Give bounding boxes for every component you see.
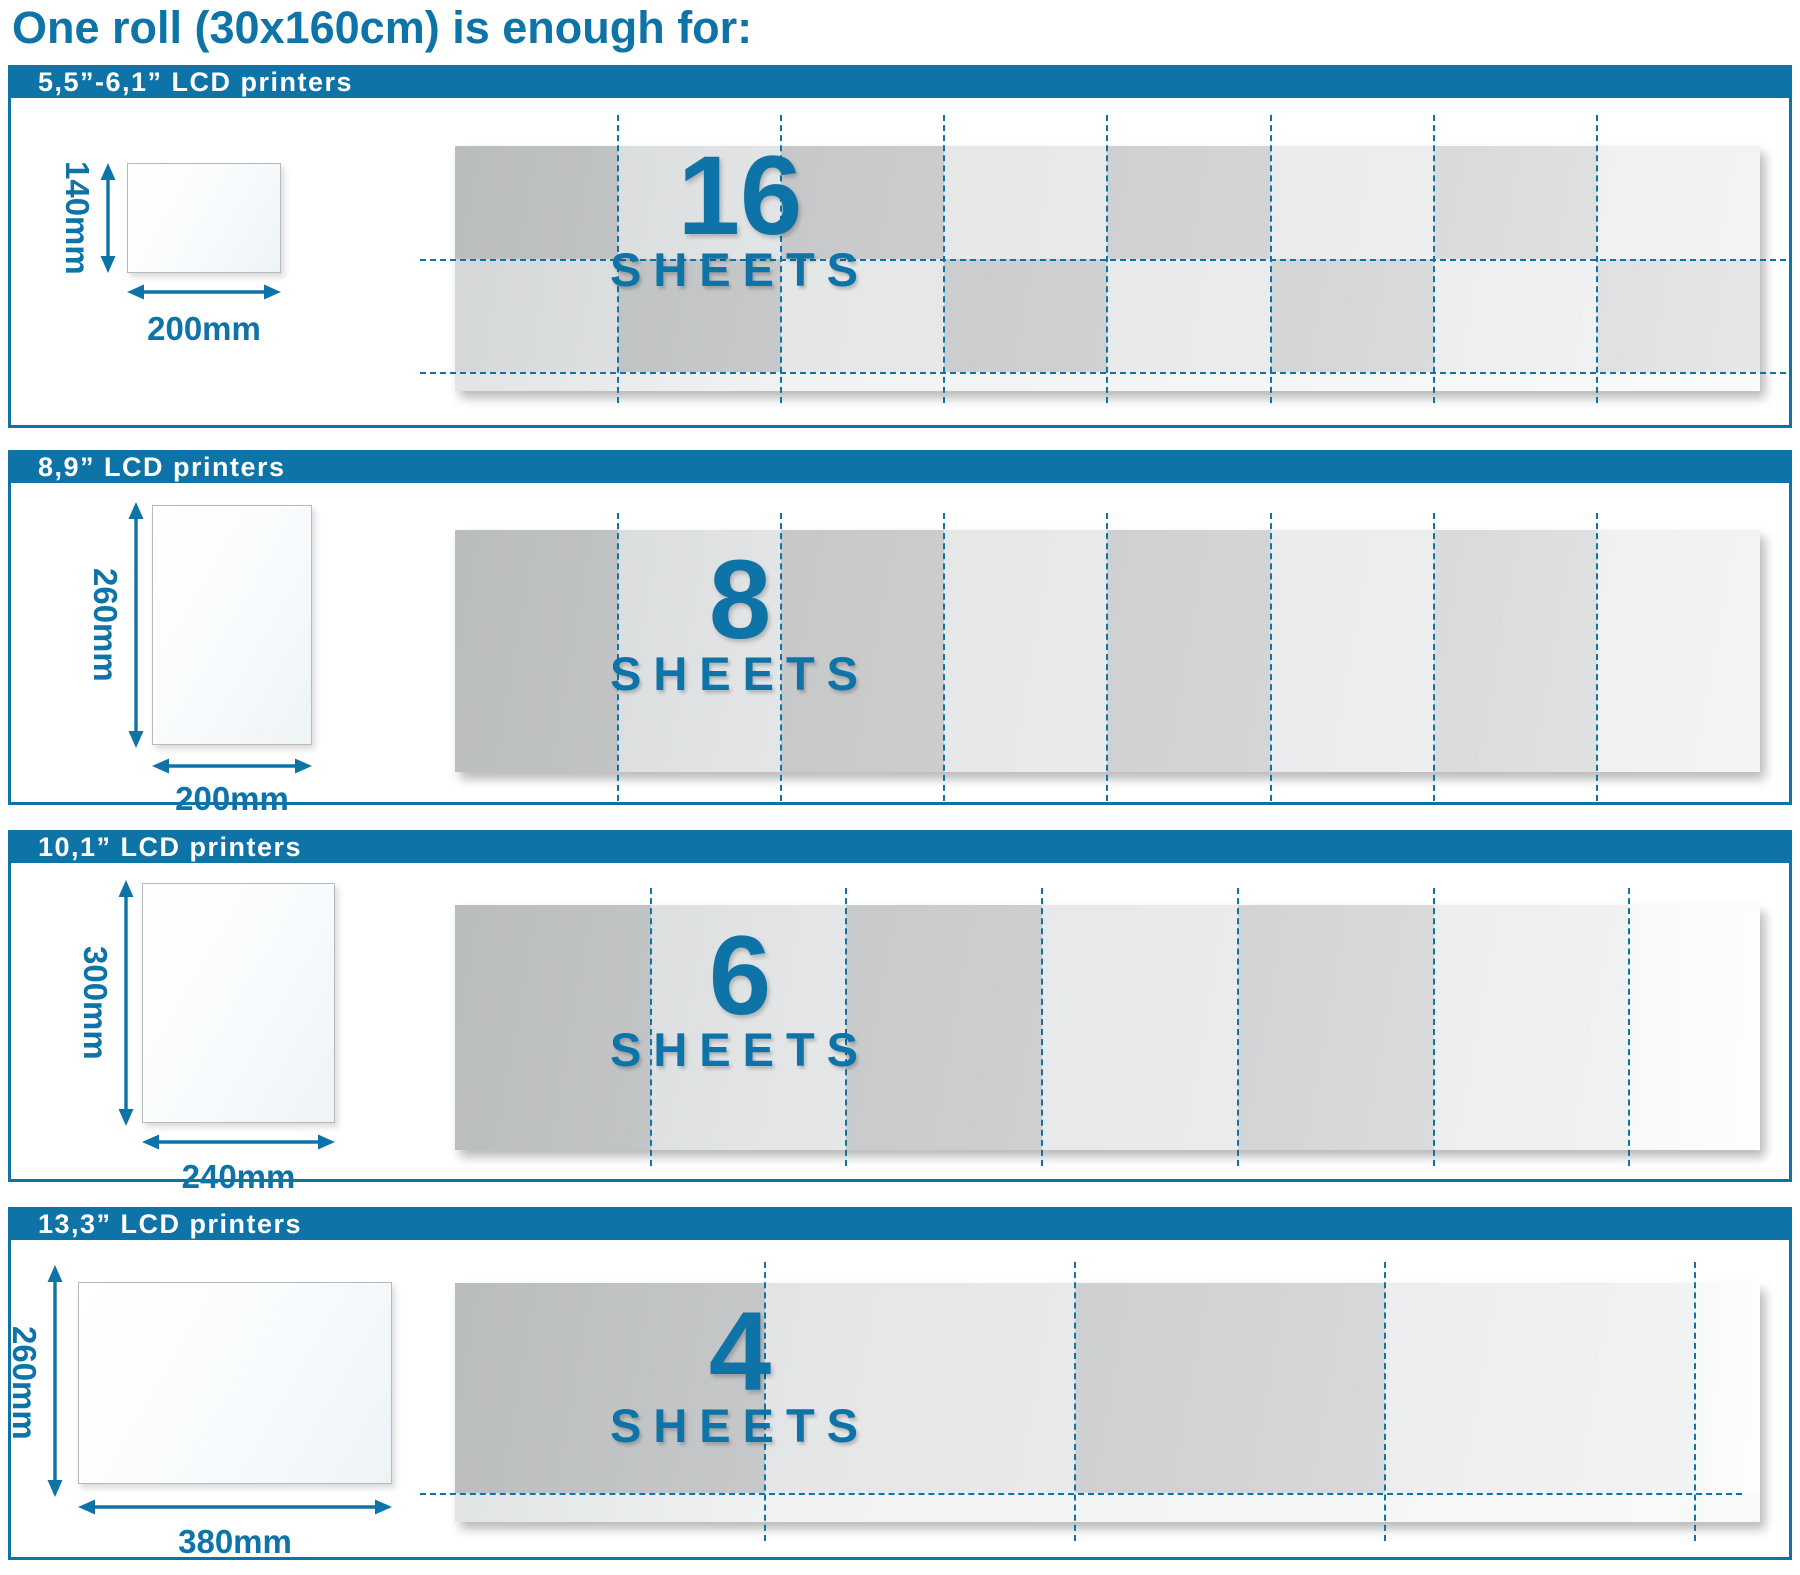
sheet-count-block: 6 SHEETS	[510, 913, 970, 1076]
roll-preview	[455, 530, 1761, 772]
sheet-height-label: 140mm	[59, 161, 96, 275]
sheet-count: 16	[677, 133, 803, 258]
cut-line-vertical	[1432, 888, 1435, 1166]
roll-preview	[455, 905, 1760, 1150]
sheet-width-label: 200mm	[147, 310, 261, 347]
sheet-diagram	[78, 1282, 392, 1484]
section-header-label: 13,3” LCD printers	[38, 1209, 303, 1239]
section-header: 8,9” LCD printers	[8, 450, 1792, 483]
sheet-count: 6	[708, 913, 772, 1038]
sheet-width-arrow-icon	[142, 1134, 335, 1150]
roll-shine-overlay	[455, 1283, 1760, 1522]
sheet-height-arrow-icon	[100, 163, 116, 273]
cut-line-vertical	[1236, 888, 1239, 1166]
sheet-height-arrow-icon	[118, 880, 134, 1126]
cut-line-vertical	[780, 513, 783, 801]
section-header-label: 5,5”-6,1” LCD printers	[38, 67, 354, 97]
sheet-height-label: 260mm	[87, 568, 124, 682]
sheet-count-block: 4 SHEETS	[510, 1289, 970, 1452]
sheet-width-label: 200mm	[175, 780, 289, 817]
sheets-word: SHEETS	[609, 243, 871, 296]
cut-line-vertical	[1595, 513, 1598, 801]
sheet-width-arrow-icon	[127, 284, 281, 300]
cut-line-horizontal	[420, 259, 1786, 261]
sheet-height-arrow-icon	[47, 1265, 63, 1497]
sheet-width-label: 240mm	[181, 1158, 296, 1195]
cut-line-horizontal	[420, 372, 1786, 374]
sheet-diagram	[152, 505, 312, 745]
cut-line-vertical	[1106, 513, 1109, 801]
cut-line-vertical	[1041, 888, 1044, 1166]
sheet-diagram	[127, 163, 281, 273]
sheet-count-block: 8 SHEETS	[510, 537, 970, 700]
sheet-count-block: 16 SHEETS	[510, 133, 970, 296]
section-header: 5,5”-6,1” LCD printers	[8, 65, 1792, 98]
cut-line-vertical	[763, 1262, 766, 1541]
cut-line-vertical	[1383, 1262, 1386, 1541]
sheet-width-arrow-icon	[78, 1499, 392, 1515]
section-header-label: 8,9” LCD printers	[38, 452, 286, 482]
cut-line-vertical	[1628, 888, 1631, 1166]
cut-line-vertical	[1432, 513, 1435, 801]
cut-line-vertical	[845, 888, 848, 1166]
sheet-height-arrow-icon	[128, 502, 144, 748]
sheets-word: SHEETS	[609, 1023, 871, 1076]
roll-shine-overlay	[455, 905, 1760, 1150]
cut-line-vertical	[1073, 1262, 1076, 1541]
sheet-count: 4	[708, 1289, 772, 1414]
cut-line-vertical	[1269, 513, 1272, 801]
section-header: 10,1” LCD printers	[8, 830, 1792, 863]
cut-line-vertical	[649, 888, 652, 1166]
sheets-word: SHEETS	[609, 647, 871, 700]
sheet-height-label: 300mm	[77, 946, 114, 1060]
page-title: One roll (30x160cm) is enough for:	[12, 2, 753, 53]
sheets-word: SHEETS	[609, 1399, 871, 1452]
sheet-width-arrow-icon	[152, 758, 312, 774]
section-header-label: 10,1” LCD printers	[38, 832, 303, 862]
sheet-diagram	[142, 883, 335, 1123]
cut-line-vertical	[943, 513, 946, 801]
cut-line-vertical	[617, 513, 620, 801]
section-header: 13,3” LCD printers	[8, 1207, 1792, 1240]
sheet-width-label: 380mm	[178, 1523, 292, 1560]
roll-preview	[455, 1283, 1760, 1522]
cut-line-horizontal	[420, 1493, 1742, 1495]
sheet-count: 8	[708, 537, 772, 662]
sheet-height-label: 260mm	[6, 1326, 43, 1440]
cut-line-vertical	[1693, 1262, 1696, 1541]
